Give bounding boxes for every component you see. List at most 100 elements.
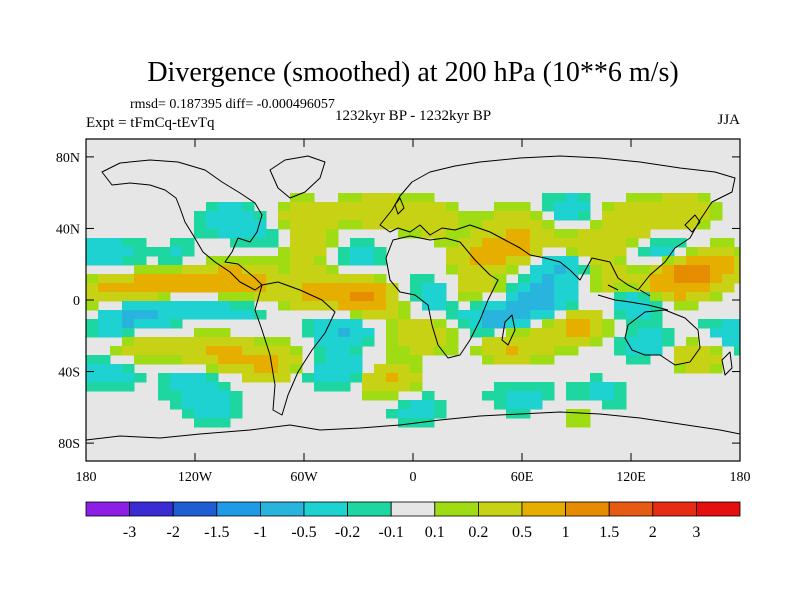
field-cell xyxy=(506,409,519,419)
field-cell xyxy=(710,202,723,212)
field-cell xyxy=(410,337,423,347)
field-cell xyxy=(518,382,531,392)
field-cell xyxy=(446,238,459,248)
field-cell xyxy=(470,229,483,239)
field-cell xyxy=(530,220,543,230)
field-cell xyxy=(146,247,159,257)
field-cell xyxy=(662,193,675,203)
field-cell xyxy=(326,229,339,239)
field-cell xyxy=(686,364,699,374)
field-cell xyxy=(542,382,555,392)
field-cell xyxy=(326,382,339,392)
field-cell xyxy=(194,373,207,383)
field-cell xyxy=(230,346,243,356)
field-cell xyxy=(494,265,507,275)
field-cell xyxy=(86,382,99,392)
field-cell xyxy=(458,283,471,293)
field-cell xyxy=(662,292,675,302)
field-cell xyxy=(626,337,639,347)
field-cell xyxy=(194,346,207,356)
field-cell xyxy=(326,301,339,311)
field-cell xyxy=(410,328,423,338)
field-cell xyxy=(626,238,639,248)
field-cell xyxy=(134,274,147,284)
field-cell xyxy=(158,346,171,356)
field-cell xyxy=(278,256,291,266)
field-cell xyxy=(602,229,615,239)
field-cell xyxy=(218,337,231,347)
field-cell xyxy=(290,274,303,284)
field-cell xyxy=(434,202,447,212)
field-cell xyxy=(326,337,339,347)
map-axes: 180 120W 60W 0 60E 120E 180 80N 40N 0 40S 80S xyxy=(56,139,751,485)
field-cell xyxy=(170,310,183,320)
field-cell xyxy=(290,202,303,212)
field-cell xyxy=(254,346,267,356)
field-cell xyxy=(734,256,740,266)
field-cell xyxy=(110,310,123,320)
field-cell xyxy=(602,202,615,212)
field-cell xyxy=(182,355,195,365)
x-tick-label: 120W xyxy=(178,470,213,485)
field-cell xyxy=(614,346,627,356)
field-cell xyxy=(710,328,723,338)
field-cell xyxy=(446,301,459,311)
field-cell xyxy=(566,238,579,248)
field-cell xyxy=(242,373,255,383)
field-cell xyxy=(362,202,375,212)
field-cell xyxy=(602,283,615,293)
field-cell xyxy=(242,238,255,248)
field-cell xyxy=(254,211,267,221)
field-cell xyxy=(554,346,567,356)
field-cell xyxy=(242,337,255,347)
field-cell xyxy=(254,310,267,320)
field-cell xyxy=(254,274,267,284)
field-cell xyxy=(734,337,740,347)
field-cell xyxy=(506,319,519,329)
field-cell xyxy=(494,274,507,284)
field-cell xyxy=(122,256,135,266)
field-cell xyxy=(278,265,291,275)
field-cell xyxy=(314,247,327,257)
field-cell xyxy=(662,220,675,230)
field-cell xyxy=(338,202,351,212)
field-cell xyxy=(470,265,483,275)
field-cell xyxy=(338,211,351,221)
field-cell xyxy=(590,382,603,392)
field-cell xyxy=(482,256,495,266)
field-cell xyxy=(182,238,195,248)
field-cell xyxy=(542,391,555,401)
field-cell xyxy=(686,193,699,203)
field-cell xyxy=(566,346,579,356)
field-cell xyxy=(206,220,219,230)
field-cell xyxy=(158,382,171,392)
period-label: 1232kyr BP - 1232kyr BP xyxy=(335,108,491,124)
field-cell xyxy=(374,256,387,266)
field-cell xyxy=(578,409,591,419)
field-cell xyxy=(350,220,363,230)
field-cell xyxy=(494,346,507,356)
field-cell xyxy=(146,310,159,320)
field-cell xyxy=(422,391,435,401)
field-cell xyxy=(434,220,447,230)
field-cell xyxy=(230,283,243,293)
field-cell xyxy=(338,220,351,230)
field-cell xyxy=(362,382,375,392)
field-cell xyxy=(290,355,303,365)
field-cell xyxy=(530,274,543,284)
field-cell xyxy=(194,220,207,230)
field-cell xyxy=(326,265,339,275)
field-cell xyxy=(158,391,171,401)
field-cell xyxy=(494,355,507,365)
field-cell xyxy=(230,211,243,221)
field-cell xyxy=(554,337,567,347)
field-cell xyxy=(206,391,219,401)
field-cell xyxy=(110,292,123,302)
field-cell xyxy=(98,355,111,365)
field-cell xyxy=(98,283,111,293)
field-cell xyxy=(218,328,231,338)
field-cell xyxy=(170,400,183,410)
field-cell xyxy=(530,310,543,320)
field-cell xyxy=(266,256,279,266)
field-cell xyxy=(566,229,579,239)
